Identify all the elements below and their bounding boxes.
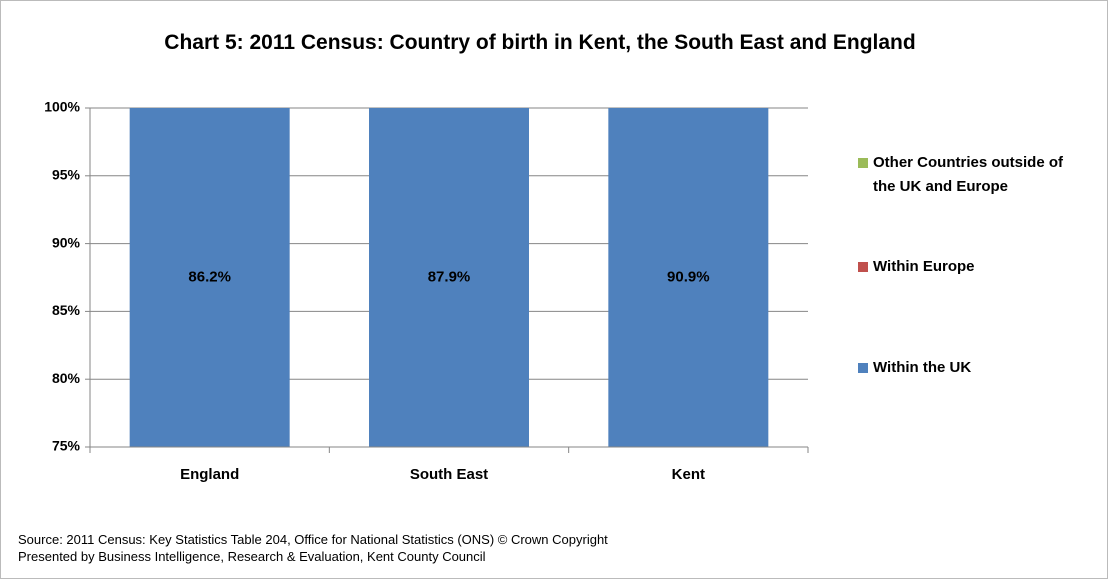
legend-label: Within the UK xyxy=(873,359,972,376)
y-tick-label: 95% xyxy=(52,167,81,183)
legend-swatch xyxy=(858,158,868,168)
x-tick-label: Kent xyxy=(672,466,705,483)
x-tick-label: South East xyxy=(410,466,488,483)
legend-swatch xyxy=(858,363,868,373)
data-label: 87.9% xyxy=(428,268,471,285)
bar-segment xyxy=(369,108,529,447)
source-note: Source: 2011 Census: Key Statistics Tabl… xyxy=(18,532,608,547)
y-tick-label: 100% xyxy=(44,99,80,115)
legend-label: Other Countries outside of the UK and Eu… xyxy=(873,154,1064,195)
chart-title: Chart 5: 2011 Census: Country of birth i… xyxy=(164,31,916,54)
y-tick-label: 75% xyxy=(52,438,81,454)
data-label: 90.9% xyxy=(667,268,710,285)
plot xyxy=(129,108,769,447)
y-tick-label: 90% xyxy=(52,234,81,250)
legend-swatch xyxy=(858,262,868,272)
x-tick-label: England xyxy=(180,466,239,483)
bar-segment xyxy=(129,108,290,447)
y-tick-label: 80% xyxy=(52,370,81,386)
credit-note: Presented by Business Intelligence, Rese… xyxy=(18,549,486,564)
y-tick-label: 85% xyxy=(52,302,81,318)
legend-label: Within Europe xyxy=(873,258,975,275)
bar-segment xyxy=(608,108,769,447)
data-label: 86.2% xyxy=(188,268,231,285)
